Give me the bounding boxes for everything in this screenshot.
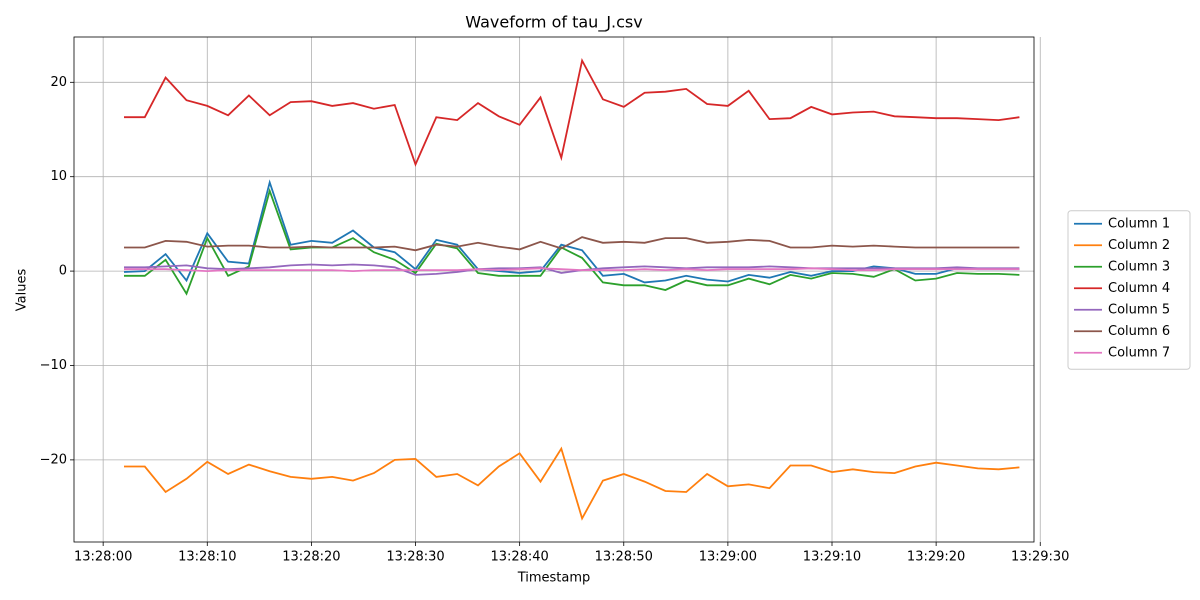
y-tick-label: −20 [40, 452, 67, 467]
series-line [124, 446, 1020, 521]
y-tick-label: 20 [50, 75, 67, 90]
series-line [124, 187, 1020, 296]
x-tick-label: 13:29:30 [1011, 550, 1069, 565]
x-tick-label: 13:29:00 [699, 550, 757, 565]
series-line [124, 58, 1020, 167]
x-tick-label: 13:28:30 [386, 550, 444, 565]
plot-frame [73, 36, 1035, 543]
series-line [124, 267, 1020, 273]
series-line [124, 263, 1020, 276]
x-tick-label: 13:28:00 [74, 550, 132, 565]
y-axis-label: Values [15, 269, 30, 312]
legend-label: Column 1 [1108, 216, 1170, 231]
x-tick-label: 13:28:40 [490, 550, 548, 565]
x-tick-label: 13:28:20 [282, 550, 340, 565]
x-tick-label: 13:29:20 [907, 550, 965, 565]
y-tick-label: 10 [50, 169, 67, 184]
y-tick-label: 0 [59, 264, 67, 279]
x-tick-label: 13:28:50 [595, 550, 653, 565]
x-tick-label: 13:29:10 [803, 550, 861, 565]
legend-label: Column 3 [1108, 259, 1170, 274]
chart-title: Waveform of tau_J.csv [465, 13, 642, 33]
series-line [123, 179, 1020, 284]
legend-label: Column 4 [1108, 281, 1170, 296]
legend-label: Column 2 [1108, 238, 1170, 253]
legend-label: Column 6 [1108, 324, 1170, 339]
x-axis-label: Timestamp [517, 571, 591, 586]
y-tick-label: −10 [40, 358, 67, 373]
legend-box [1067, 210, 1191, 370]
legend-label: Column 7 [1108, 345, 1170, 360]
legend-label: Column 5 [1108, 302, 1170, 317]
series-line [124, 236, 1020, 252]
x-tick-label: 13:28:10 [178, 550, 236, 565]
